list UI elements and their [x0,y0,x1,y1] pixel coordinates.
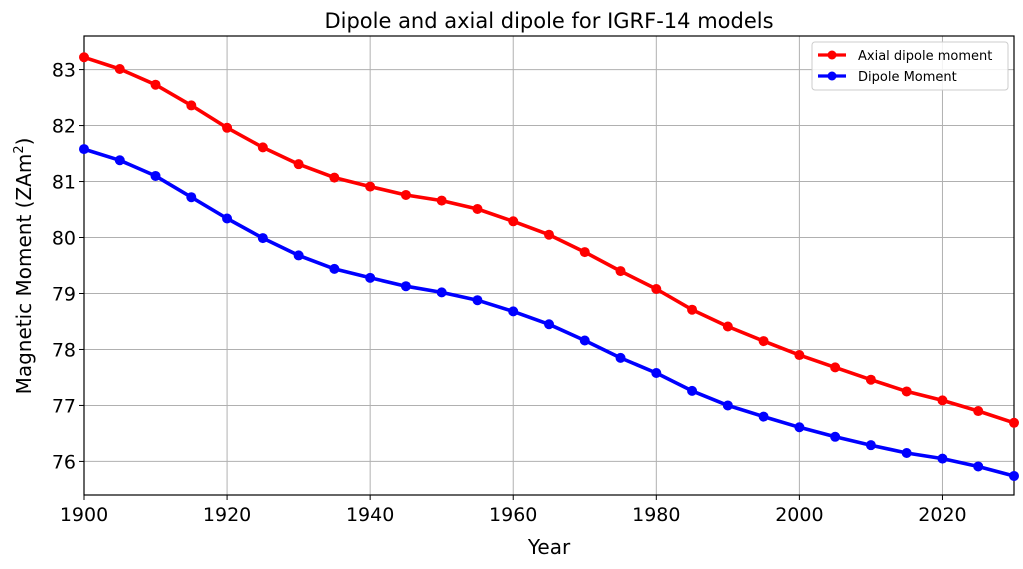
data-point [472,295,483,306]
legend-label-axial: Axial dipole moment [858,49,992,64]
data-point [329,172,340,183]
y-tick-label: 76 [52,451,76,473]
data-point [579,247,590,258]
y-tick-label: 82 [52,116,76,138]
data-point [544,319,554,330]
data-point [508,216,519,227]
data-point [1009,470,1019,481]
data-point [615,352,626,363]
series-1 [79,144,1019,481]
y-axis-title-close: ) [12,138,36,146]
y-axis-title: Magnetic Moment (ZAm2) [12,138,36,395]
y-axis-title-sup: 2 [12,145,27,153]
data-point [794,422,805,433]
x-axis-title: Year [527,535,571,559]
plot-frame [83,35,1015,496]
data-point [436,195,447,206]
data-point [937,395,948,406]
data-point [222,213,233,224]
data-point [400,281,411,292]
data-point [79,144,89,155]
data-point [114,155,125,166]
data-point [579,335,590,346]
data-point [329,263,340,274]
data-point [544,229,554,240]
legend-label-dipole: Dipole Moment [858,70,957,85]
data-point [758,336,769,347]
x-tick-label: 1920 [203,504,251,526]
y-tick-label: 83 [52,60,76,82]
x-tick-label: 1900 [60,504,108,526]
data-point [508,306,519,317]
data-point [257,233,268,244]
data-point [150,79,161,90]
y-tick-label: 80 [52,228,76,250]
data-point [830,362,841,373]
data-point [651,367,662,378]
data-point [114,64,125,75]
x-tick-label: 1940 [346,504,394,526]
data-point [293,250,304,261]
grid [83,36,1014,495]
data-point [150,170,161,181]
data-point [973,406,984,417]
data-point [830,431,841,442]
y-tick-label: 77 [52,395,76,417]
x-tick-label: 2020 [918,504,966,526]
data-point [722,321,733,332]
y-tick-label: 81 [52,172,76,194]
data-point [293,159,304,170]
data-point [365,181,376,192]
series-line-1 [82,147,1016,478]
data-point [257,142,268,153]
ticks: 1900 1920 1940 1960 1980 2000 2020 76 77 78 79 80 81… [52,60,967,526]
x-tick-label: 2000 [775,504,823,526]
y-tick-label: 78 [52,339,76,361]
data-point [651,284,662,295]
data-point [865,374,876,385]
x-tick-label: 1960 [489,504,537,526]
data-point [973,461,984,472]
data-point [436,287,447,298]
data-point [1009,417,1019,428]
data-point [901,448,912,459]
data-point [687,385,698,396]
data-point [186,100,197,111]
y-axis-title-main: Magnetic Moment (ZAm [12,154,36,395]
legend-marker-dipole [827,71,837,81]
legend-box [811,41,1009,91]
data-point [186,192,197,203]
series-0 [79,52,1019,428]
data-point [365,272,376,283]
data-point [400,189,411,200]
data-point [222,122,233,133]
data-point [794,350,805,361]
data-point [937,453,948,464]
data-point [722,400,733,411]
legend-marker-axial [827,50,837,60]
chart-title: Dipole and axial dipole for IGRF-14 mode… [324,9,773,33]
x-tick-label: 1980 [632,504,680,526]
data-point [615,266,626,277]
series-group [79,52,1019,481]
data-point [758,411,769,422]
data-point [472,203,483,214]
legend: Axial dipole moment Dipole Moment [811,41,1009,91]
y-tick-label: 79 [52,283,76,305]
series-line-0 [82,55,1016,425]
data-point [79,52,89,63]
data-point [865,440,876,451]
data-point [901,386,912,397]
data-point [687,304,698,315]
